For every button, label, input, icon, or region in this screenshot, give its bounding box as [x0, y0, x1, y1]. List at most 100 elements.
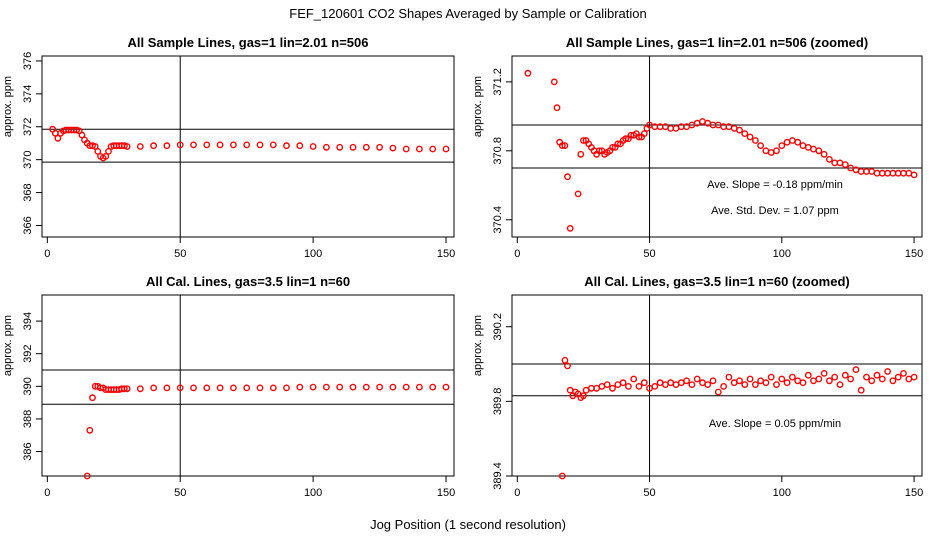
y-tick-label: 389.8: [492, 388, 504, 416]
x-tick-label: 100: [304, 248, 322, 260]
data-point: [574, 190, 582, 198]
data-point: [878, 375, 886, 383]
x-tick-label: 150: [437, 248, 455, 260]
data-point: [561, 142, 569, 150]
data-point: [894, 169, 902, 177]
data-point: [900, 369, 907, 377]
data-point: [86, 426, 94, 434]
data-point: [163, 142, 171, 150]
data-point: [83, 472, 91, 480]
data-point: [847, 375, 854, 383]
data-point: [429, 145, 437, 153]
annotation: Ave. Slope = 0.05 ppm/min: [709, 418, 841, 430]
x-tick-label: 100: [773, 487, 791, 499]
data-point: [625, 382, 632, 390]
data-point: [283, 142, 290, 150]
data-point: [667, 124, 675, 132]
x-tick-label: 150: [437, 487, 455, 499]
data-point: [820, 150, 828, 158]
x-tick-label: 100: [773, 248, 791, 260]
data-point: [203, 141, 211, 149]
x-tick-label: 0: [44, 487, 50, 499]
data-point: [216, 384, 224, 392]
data-point: [730, 379, 738, 387]
data-point: [176, 384, 184, 392]
annotation: Ave. Std. Dev. = 1.07 ppm: [711, 205, 839, 217]
plot-frame: [41, 294, 455, 477]
data-point: [402, 383, 410, 391]
data-point: [693, 375, 701, 383]
y-tick-label: 370: [22, 150, 34, 168]
data-point: [402, 145, 410, 153]
data-point: [894, 373, 902, 381]
data-point: [190, 384, 197, 392]
panel-title: All Cal. Lines, gas=3.5 lin=1 n=60 (zoom…: [584, 274, 850, 289]
plot-frame: [511, 294, 923, 477]
data-point: [799, 142, 807, 150]
y-tick-label: 388: [22, 410, 34, 428]
data-point: [804, 371, 812, 379]
data-point: [550, 78, 558, 86]
data-point: [640, 130, 648, 138]
data-point: [725, 373, 733, 381]
data-point: [836, 381, 844, 388]
data-point: [884, 169, 891, 177]
data-point: [296, 142, 304, 150]
data-point: [709, 377, 717, 385]
data-point: [831, 373, 839, 381]
data-point: [561, 356, 569, 364]
data-point: [389, 144, 397, 152]
data-point: [773, 381, 780, 388]
y-tick-label: 371.2: [492, 68, 504, 96]
data-point: [857, 386, 865, 394]
data-point: [309, 143, 317, 150]
data-point: [752, 381, 759, 388]
panel-1: All Sample Lines, gas=1 lin=2.01 n=506 0 5…: [2, 35, 455, 260]
data-point: [163, 384, 171, 392]
data-point: [94, 147, 102, 155]
y-tick-label: 368: [22, 183, 34, 201]
data-point: [778, 142, 786, 150]
x-tick-label: 0: [44, 248, 50, 260]
data-point: [243, 141, 251, 149]
data-point: [89, 394, 96, 402]
data-point: [442, 383, 450, 391]
data-point: [810, 145, 817, 153]
data-point: [603, 381, 611, 388]
data-point: [296, 383, 304, 391]
data-point: [767, 149, 775, 156]
y-tick-label: 370.8: [492, 137, 504, 165]
annotation: Ave. Slope = -0.18 ppm/min: [707, 179, 843, 191]
data-point: [216, 141, 224, 149]
data-point: [595, 147, 603, 155]
panel-2: All Sample Lines, gas=1 lin=2.01 n=506 (…: [472, 35, 923, 260]
data-point: [683, 377, 690, 385]
data-point: [121, 385, 128, 393]
data-point: [815, 147, 823, 155]
data-point: [322, 383, 330, 391]
data-point: [905, 169, 913, 177]
data-point: [256, 141, 264, 149]
data-point: [852, 366, 860, 373]
data-point: [640, 379, 648, 387]
panel-title: All Cal. Lines, gas=3.5 lin=1 n=60: [146, 274, 350, 289]
data-point: [672, 124, 680, 132]
data-point: [269, 384, 277, 392]
data-point: [831, 159, 839, 167]
data-point: [889, 169, 897, 177]
data-point: [349, 383, 357, 391]
data-point: [730, 124, 738, 132]
data-point: [243, 384, 251, 392]
data-point: [256, 384, 264, 392]
y-axis-label: approx. ppm: [2, 76, 14, 137]
data-point: [54, 134, 62, 142]
data-point: [757, 377, 764, 385]
x-tick-label: 0: [514, 487, 520, 499]
data-point: [349, 143, 357, 151]
data-point: [442, 145, 450, 153]
data-point: [714, 388, 722, 396]
data-point: [656, 379, 664, 387]
data-point: [826, 155, 833, 163]
data-point: [767, 373, 775, 381]
data-point: [651, 382, 659, 390]
